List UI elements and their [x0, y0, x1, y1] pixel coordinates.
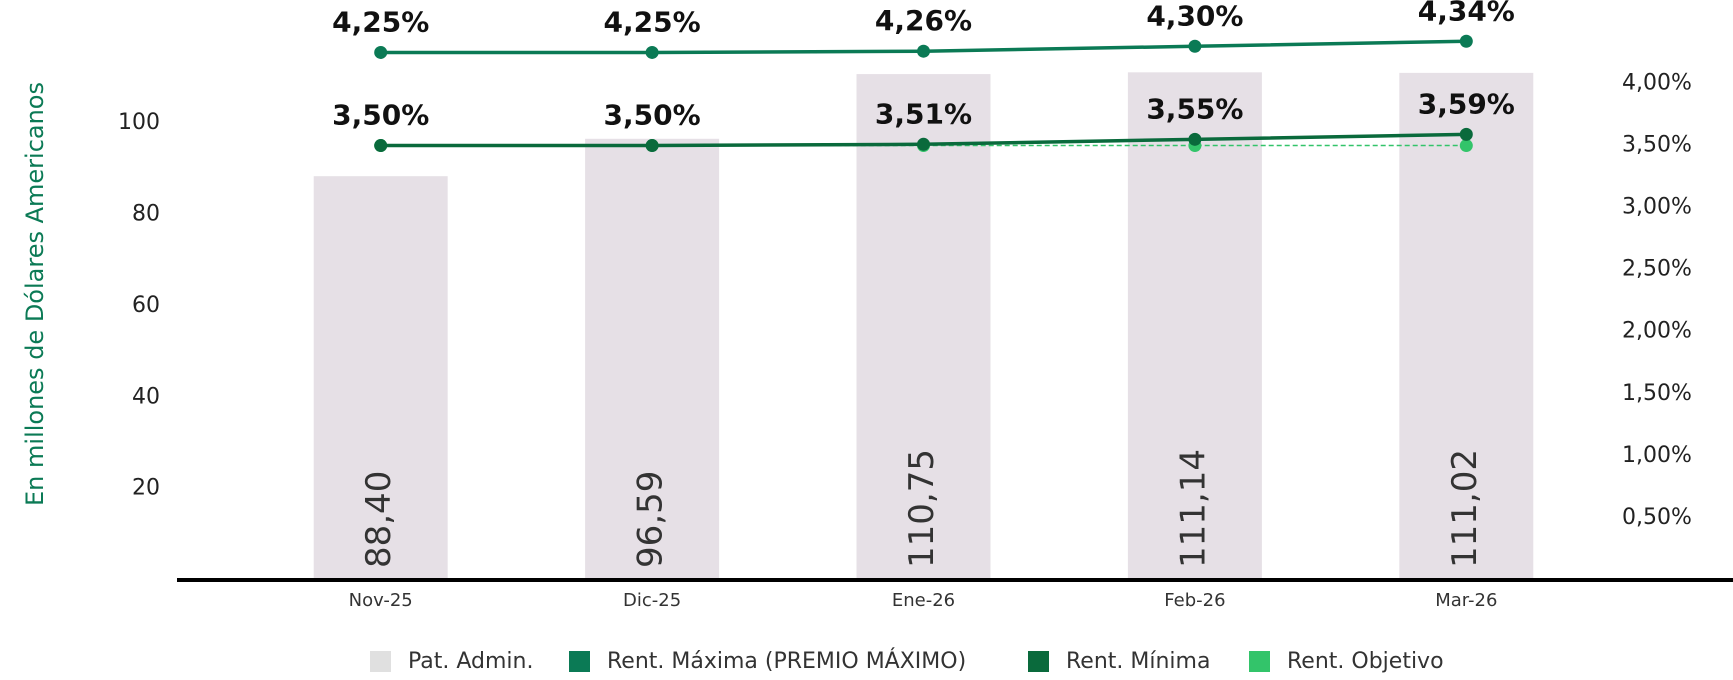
- y-tick-label: 80: [132, 202, 160, 227]
- legend-swatch: [1249, 651, 1270, 672]
- bar-value-label: 88,40: [359, 471, 399, 568]
- series-point: [1459, 139, 1473, 153]
- series-point: [374, 139, 388, 153]
- series-point: [917, 44, 930, 58]
- y2-tick-label: 3,50%: [1622, 133, 1692, 158]
- y-tick-label: 60: [132, 293, 160, 318]
- bar: [1127, 72, 1262, 581]
- line-value-label: 4,25%: [332, 5, 429, 38]
- series-point: [645, 45, 659, 59]
- series-point: [374, 45, 388, 59]
- x-tick-label: Mar-26: [1435, 590, 1497, 611]
- legend-swatch: [370, 651, 391, 672]
- y2-tick-label: 2,50%: [1622, 257, 1692, 282]
- line-value-label: 3,59%: [1418, 87, 1515, 120]
- y2-tick-label: 0,50%: [1622, 505, 1692, 530]
- y-tick-label: 20: [132, 476, 160, 501]
- x-tick-label: Dic-25: [623, 590, 681, 611]
- series-point: [1188, 132, 1202, 146]
- bar: [585, 138, 720, 580]
- x-tick-label: Ene-26: [892, 590, 955, 611]
- y-tick-label: 100: [118, 110, 160, 135]
- y2-tick-label: 2,00%: [1622, 319, 1692, 344]
- line-value-label: 3,51%: [875, 97, 972, 130]
- line-value-label: 3,50%: [332, 99, 429, 132]
- line-value-label: 3,55%: [1146, 92, 1243, 125]
- line-value-label: 4,30%: [1146, 0, 1243, 32]
- y2-tick-label: 3,00%: [1622, 195, 1692, 220]
- bar: [313, 176, 448, 581]
- legend-swatch: [569, 651, 590, 672]
- legend-label: Rent. Máxima (PREMIO MÁXIMO): [607, 648, 966, 674]
- x-tick-label: Nov-25: [349, 590, 413, 611]
- y-axis-label: En millones de Dólares Americanos: [21, 82, 49, 506]
- legend-label: Pat. Admin.: [408, 649, 533, 674]
- legend-swatch: [1028, 651, 1049, 672]
- bar: [1399, 72, 1534, 580]
- line-value-label: 4,26%: [875, 4, 972, 37]
- y2-tick-label: 4,00%: [1622, 70, 1692, 95]
- series-point: [1459, 34, 1473, 48]
- line-value-label: 4,25%: [604, 5, 701, 38]
- line-value-label: 4,34%: [1418, 0, 1515, 27]
- line-value-label: 3,50%: [604, 99, 701, 132]
- bar-value-label: 96,59: [631, 471, 671, 568]
- x-tick-label: Feb-26: [1164, 590, 1225, 611]
- bar-value-label: 111,02: [1445, 449, 1485, 568]
- series-point: [645, 139, 659, 153]
- legend-label: Rent. Mínima: [1066, 649, 1210, 674]
- series-point: [1188, 39, 1202, 53]
- bar-value-label: 111,14: [1173, 449, 1213, 568]
- bar-value-label: 110,75: [902, 449, 942, 568]
- legend-label: Rent. Objetivo: [1287, 649, 1444, 674]
- y2-tick-label: 1,00%: [1622, 443, 1692, 468]
- bar: [856, 74, 991, 581]
- series-point: [1459, 127, 1473, 141]
- y-tick-label: 40: [132, 384, 160, 409]
- series-point: [917, 137, 930, 151]
- y2-tick-label: 1,50%: [1622, 381, 1692, 406]
